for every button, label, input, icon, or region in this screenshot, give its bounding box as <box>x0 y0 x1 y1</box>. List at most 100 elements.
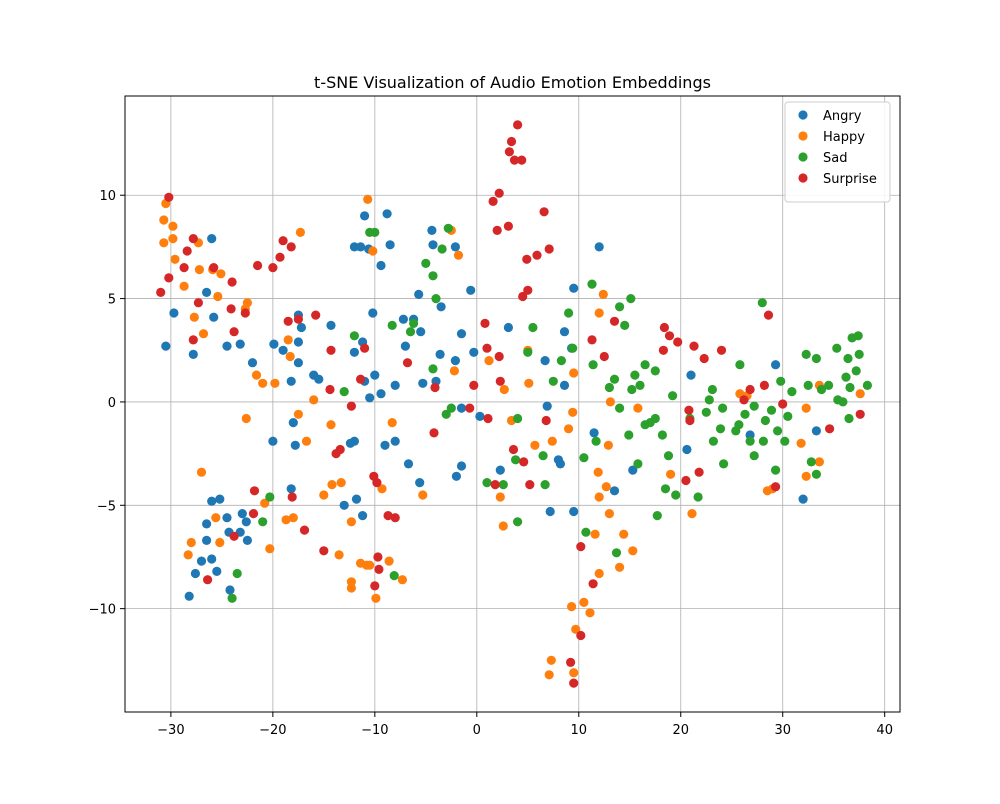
data-point <box>293 409 303 419</box>
data-point <box>270 378 280 388</box>
data-point <box>803 380 813 390</box>
data-point <box>845 382 855 393</box>
data-point <box>207 554 217 564</box>
data-point <box>664 331 675 341</box>
data-point <box>530 440 540 450</box>
data-point <box>226 304 236 314</box>
data-point <box>540 480 550 490</box>
data-point <box>599 351 609 362</box>
data-point <box>841 372 851 382</box>
data-point <box>630 370 640 380</box>
data-point <box>345 438 355 448</box>
data-point <box>559 327 570 337</box>
data-point <box>363 194 373 204</box>
data-point <box>482 478 492 488</box>
data-point <box>428 271 438 281</box>
data-point <box>853 331 863 341</box>
data-point <box>293 314 303 324</box>
data-point <box>365 560 375 570</box>
data-point <box>624 430 634 440</box>
data-point <box>659 322 670 333</box>
data-point <box>650 413 660 424</box>
data-point <box>851 366 861 376</box>
data-point <box>539 207 549 217</box>
data-point <box>749 401 759 411</box>
data-point <box>194 265 204 275</box>
data-point <box>523 285 533 295</box>
data-point <box>495 465 505 475</box>
data-point <box>611 548 622 558</box>
data-point <box>443 223 453 233</box>
data-point <box>480 318 490 328</box>
data-point <box>498 521 508 531</box>
data-point <box>564 424 574 434</box>
data-point <box>466 285 476 295</box>
data-point <box>335 444 345 455</box>
data-point <box>593 467 603 477</box>
data-point <box>385 240 395 250</box>
data-point <box>627 384 637 395</box>
data-point <box>356 374 366 384</box>
data-point <box>428 364 438 374</box>
data-point <box>776 376 786 386</box>
data-point <box>288 418 298 428</box>
data-point <box>778 399 788 409</box>
series-sad <box>227 223 873 603</box>
data-point <box>346 517 356 527</box>
data-point <box>555 459 566 469</box>
data-point <box>707 384 718 395</box>
data-point <box>436 302 446 312</box>
data-point <box>346 583 356 593</box>
data-point <box>475 411 485 421</box>
data-point <box>360 211 370 221</box>
legend-label: Surprise <box>823 172 877 187</box>
data-point <box>771 482 781 492</box>
data-point <box>658 345 669 355</box>
data-point <box>169 308 179 318</box>
data-point <box>325 384 335 395</box>
data-point <box>202 535 212 546</box>
legend-label: Angry <box>823 109 862 124</box>
legend-marker <box>798 110 808 120</box>
data-point <box>222 341 232 351</box>
data-point <box>640 360 650 370</box>
data-point <box>609 316 620 326</box>
data-point <box>265 492 275 502</box>
data-point <box>801 471 811 481</box>
data-point <box>513 120 523 130</box>
data-point <box>545 506 555 517</box>
data-point <box>390 436 400 446</box>
data-point <box>295 227 305 237</box>
data-point <box>542 401 552 411</box>
data-point <box>232 568 242 579</box>
legend-marker <box>798 131 808 141</box>
data-point <box>370 370 380 380</box>
data-point <box>564 308 574 318</box>
data-point <box>229 327 239 337</box>
data-point <box>594 568 604 579</box>
data-point <box>715 424 726 434</box>
data-point <box>373 552 383 562</box>
data-point <box>686 370 696 380</box>
data-point <box>339 500 349 510</box>
data-point <box>685 415 695 426</box>
data-point <box>546 655 556 665</box>
data-point <box>843 353 853 364</box>
data-point <box>635 380 645 390</box>
data-point <box>241 413 251 424</box>
data-point <box>190 568 200 579</box>
data-point <box>449 366 459 376</box>
data-point <box>483 413 493 424</box>
data-point <box>435 349 445 359</box>
data-point <box>763 310 774 320</box>
data-point <box>207 496 217 506</box>
data-point <box>694 467 704 477</box>
data-point <box>605 397 616 407</box>
data-point <box>589 428 599 438</box>
data-point <box>780 436 790 446</box>
data-point <box>215 494 225 504</box>
data-point <box>456 403 467 413</box>
data-point <box>268 263 278 273</box>
data-point <box>286 242 296 252</box>
